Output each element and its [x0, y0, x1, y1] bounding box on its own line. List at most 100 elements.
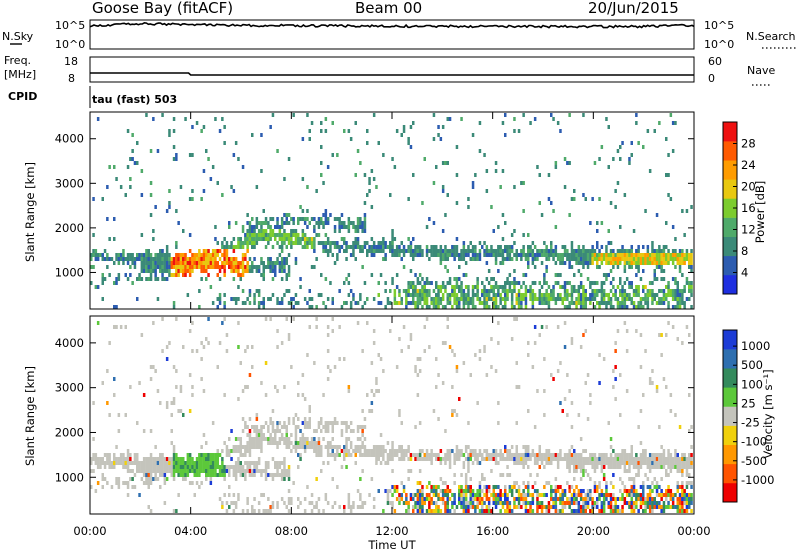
heatmap-cell	[234, 257, 238, 261]
heatmap-cell	[550, 201, 553, 205]
heatmap-cell	[646, 261, 650, 265]
heatmap-cell	[283, 257, 286, 261]
heatmap-cell	[529, 249, 532, 253]
heatmap-cell	[428, 289, 431, 293]
heatmap-cell	[616, 329, 620, 333]
colorbar-swatch	[723, 179, 737, 199]
heatmap-cell	[223, 301, 226, 305]
heatmap-cell	[303, 297, 307, 301]
heatmap-cell	[439, 245, 443, 249]
heatmap-cell	[393, 449, 397, 453]
heatmap-cell	[308, 305, 311, 309]
heatmap-cell	[563, 305, 567, 309]
heatmap-cell	[566, 481, 569, 485]
heatmap-cell	[354, 461, 357, 465]
heatmap-cell	[402, 489, 406, 493]
heatmap-cell	[175, 469, 178, 473]
heatmap-cell	[264, 317, 268, 321]
heatmap-cell	[354, 229, 357, 233]
heatmap-cell	[579, 345, 583, 349]
heatmap-cell	[343, 505, 346, 509]
heatmap-cell	[607, 165, 610, 169]
heatmap-cell	[248, 417, 252, 421]
heatmap-cell	[513, 481, 516, 485]
heatmap-cell	[490, 249, 493, 253]
heatmap-cell	[165, 405, 169, 409]
heatmap-cell	[476, 453, 479, 457]
heatmap-cell	[524, 273, 528, 277]
heatmap-cell	[628, 461, 631, 465]
heatmap-cell	[216, 449, 219, 453]
heatmap-cell	[421, 253, 424, 257]
heatmap-cell	[175, 209, 178, 213]
heatmap-cell	[600, 289, 604, 293]
heatmap-cell	[508, 509, 512, 513]
heatmap-cell	[405, 509, 408, 513]
heatmap-cell	[255, 269, 259, 273]
heatmap-cell	[285, 433, 288, 437]
heatmap-cell	[658, 333, 661, 337]
heatmap-cell	[508, 281, 512, 285]
heatmap-cell	[177, 257, 180, 261]
heatmap-cell	[614, 257, 617, 261]
heatmap-cell	[223, 465, 226, 469]
heatmap-cell	[469, 457, 472, 461]
heatmap-cell	[577, 289, 581, 293]
heatmap-cell	[623, 497, 627, 501]
heatmap-cell	[416, 277, 420, 281]
heatmap-cell	[414, 369, 417, 373]
heatmap-cell	[221, 253, 224, 257]
heatmap-cell	[278, 265, 282, 269]
heatmap-cell	[632, 461, 636, 465]
heatmap-cell	[248, 469, 252, 473]
heatmap-cell	[506, 289, 509, 293]
heatmap-cell	[584, 497, 587, 501]
heatmap-cell	[363, 217, 367, 221]
heatmap-cell	[582, 461, 585, 465]
heatmap-cell	[676, 461, 679, 465]
heatmap-cell	[361, 445, 364, 449]
heatmap-cell	[370, 245, 374, 249]
heatmap-cell	[607, 261, 610, 265]
heatmap-cell	[621, 245, 624, 249]
heatmap-cell	[563, 501, 567, 505]
heatmap-cell	[412, 301, 415, 305]
heatmap-cell	[267, 297, 270, 301]
heatmap-cell	[616, 461, 620, 465]
heatmap-cell	[347, 437, 351, 441]
heatmap-cell	[494, 449, 498, 453]
heatmap-cell	[448, 465, 452, 469]
heatmap-cell	[529, 457, 532, 461]
heatmap-cell	[280, 217, 284, 221]
heatmap-cell	[384, 253, 387, 257]
heatmap-cell	[280, 437, 284, 441]
heatmap-cell	[131, 281, 134, 285]
heatmap-cell	[172, 473, 176, 477]
heatmap-cell	[269, 225, 272, 229]
heatmap-cell	[591, 197, 594, 201]
heatmap-cell	[129, 273, 132, 277]
heatmap-cell	[589, 477, 592, 481]
heatmap-cell	[554, 273, 558, 277]
heatmap-cell	[168, 261, 171, 265]
heatmap-cell	[368, 449, 371, 453]
heatmap-cell	[241, 253, 245, 257]
heatmap-cell	[188, 249, 192, 253]
heatmap-cell	[644, 301, 647, 305]
heatmap-cell	[216, 305, 219, 309]
heatmap-cell	[368, 453, 371, 457]
heatmap-cell	[644, 453, 647, 457]
heatmap-cell	[586, 257, 590, 261]
heatmap-cell	[228, 453, 231, 457]
heatmap-cell	[253, 233, 256, 237]
heatmap-cell	[186, 465, 190, 469]
heatmap-cell	[600, 465, 604, 469]
heatmap-cell	[577, 253, 581, 257]
heatmap-cell	[531, 497, 535, 501]
heatmap-cell	[260, 133, 263, 137]
heatmap-cell	[566, 501, 569, 505]
heatmap-cell	[276, 149, 279, 153]
heatmap-cell	[667, 153, 670, 157]
heatmap-cell	[361, 249, 364, 253]
heatmap-cell	[589, 285, 592, 289]
